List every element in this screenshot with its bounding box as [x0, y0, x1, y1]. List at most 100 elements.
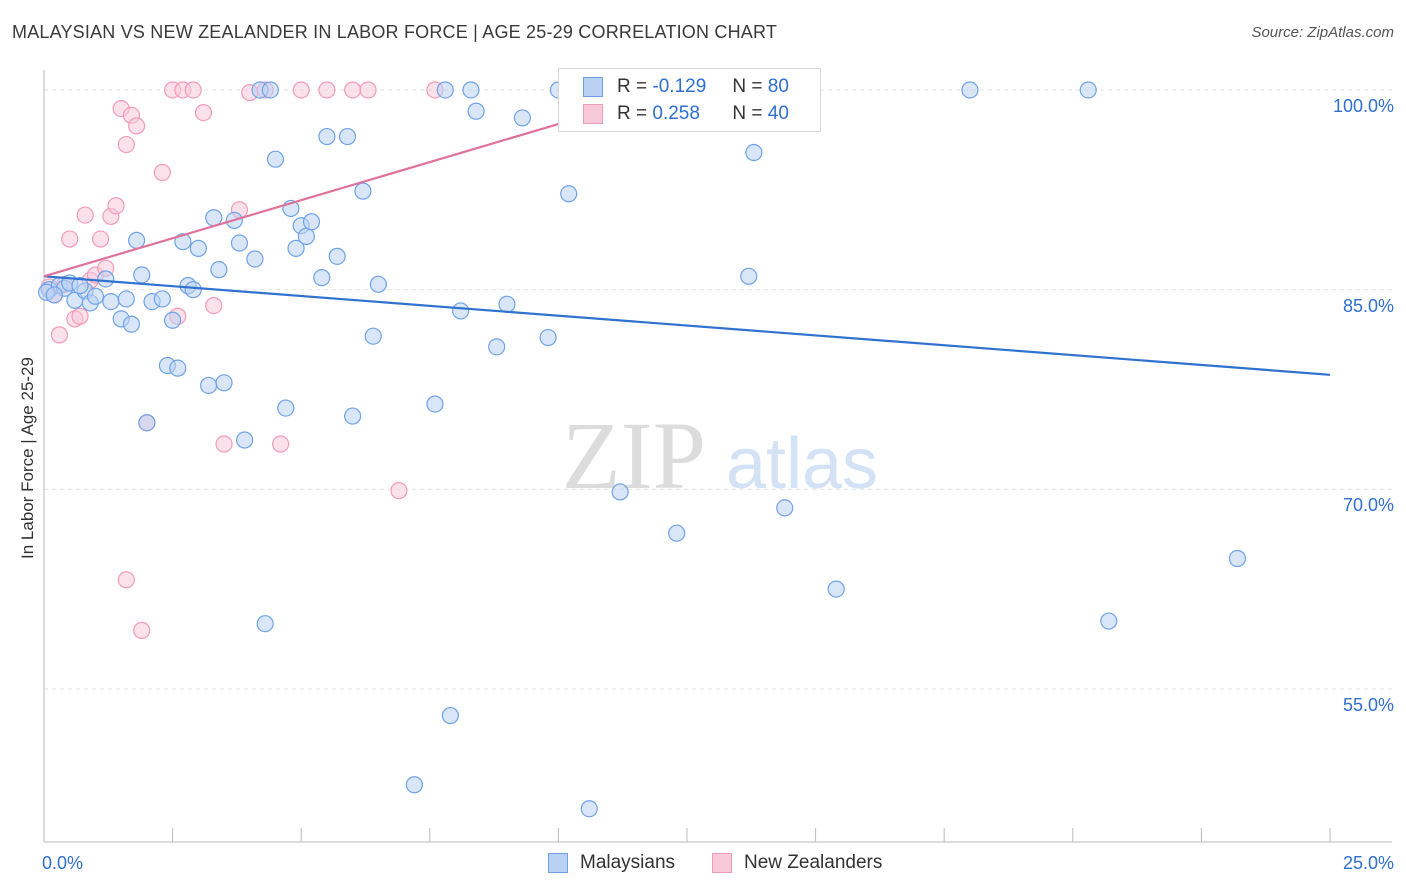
trend-line-malaysians	[43, 275, 1331, 376]
malaysian-point	[261, 81, 279, 99]
new-zealander-point	[61, 230, 79, 248]
malaysian-point	[71, 277, 89, 295]
malaysian-point	[961, 81, 979, 99]
correlation-legend: R = -0.129 N = 80 R = 0.258 N = 40	[558, 68, 821, 132]
malaysian-point	[560, 185, 578, 203]
malaysian-point	[102, 293, 120, 311]
malaysian-point	[462, 81, 480, 99]
legend-n-value: 80	[767, 76, 789, 97]
malaysian-point	[1079, 81, 1097, 99]
malaysian-point	[740, 267, 758, 285]
new-zealander-point	[117, 571, 135, 589]
malaysian-point	[488, 338, 506, 356]
malaysian-point	[302, 213, 321, 231]
malaysian-point	[441, 706, 459, 725]
malaysian-point	[344, 407, 362, 425]
legend-r-label: R =	[617, 76, 648, 97]
new-zealander-point	[107, 197, 125, 215]
new-zealander-point	[50, 326, 69, 344]
legend-row-malaysians: R = -0.129 N = 80	[583, 74, 789, 100]
gridlines	[44, 89, 1392, 690]
malaysian-point	[86, 287, 105, 305]
malaysian-point	[215, 374, 233, 392]
malaysian-point	[277, 399, 295, 417]
malaysian-point	[246, 250, 264, 268]
legend-n-value: 40	[767, 103, 789, 124]
malaysian-point	[45, 286, 63, 304]
y-tick-label: 85.0%	[1342, 295, 1394, 316]
new-zealander-point	[117, 135, 135, 154]
malaysian-point	[498, 295, 516, 313]
legend-n-label: N =	[732, 103, 763, 124]
malaysian-point	[169, 359, 187, 377]
legend-n-label: N =	[732, 76, 763, 97]
legend-r-value: -0.129	[652, 76, 707, 97]
malaysian-point	[467, 102, 485, 120]
malaysian-point	[200, 376, 218, 395]
malaysian-point	[318, 127, 336, 146]
malaysian-point	[153, 290, 171, 308]
malaysian-point	[611, 483, 629, 501]
watermark: ZIP atlas	[562, 402, 878, 509]
legend-swatch-new-zealanders	[712, 853, 732, 873]
legend-item-new-zealanders: New Zealanders	[712, 852, 882, 874]
new-zealander-point	[194, 103, 213, 122]
legend-swatch-new-zealanders	[583, 104, 603, 124]
new-zealander-point	[91, 230, 110, 248]
new-zealander-point	[76, 206, 94, 224]
malaysian-point	[122, 315, 141, 333]
y-tick-label: 55.0%	[1342, 694, 1394, 715]
legend-swatch-malaysians	[583, 77, 603, 97]
malaysian-point	[230, 234, 249, 252]
x-tick-label: 0.0%	[42, 853, 84, 873]
y-tick-label: 100.0%	[1332, 95, 1394, 116]
malaysian-point	[174, 233, 192, 251]
y-axis-label: In Labor Force | Age 25-29	[18, 357, 37, 559]
new-zealander-point	[344, 81, 362, 99]
malaysian-point	[164, 311, 182, 329]
malaysian-point	[328, 247, 346, 265]
malaysian-point	[539, 328, 557, 347]
new-zealander-point	[127, 117, 146, 135]
malaysian-point	[127, 231, 146, 249]
malaysian-point	[1228, 549, 1247, 568]
series-new-zealanders	[40, 81, 609, 639]
malaysian-point	[338, 127, 357, 146]
watermark-zip: ZIP	[562, 402, 706, 509]
malaysian-point	[297, 227, 315, 245]
legend-r-label: R =	[617, 103, 648, 124]
malaysian-point	[354, 182, 372, 200]
new-zealander-point	[153, 163, 171, 182]
malaysian-point	[436, 81, 454, 99]
new-zealander-point	[205, 296, 223, 315]
new-zealander-point	[184, 81, 202, 99]
malaysian-point	[369, 275, 387, 293]
legend-r-value: 0.258	[652, 103, 700, 124]
malaysian-point	[513, 109, 531, 127]
malaysian-point	[236, 431, 254, 449]
new-zealander-point	[359, 81, 377, 99]
malaysian-point	[452, 302, 470, 320]
malaysian-point	[668, 524, 686, 542]
malaysian-point	[117, 290, 135, 308]
new-zealander-point	[215, 435, 233, 453]
malaysian-point	[827, 580, 845, 598]
malaysian-point	[364, 327, 382, 345]
malaysian-point	[97, 270, 115, 288]
malaysian-point	[287, 239, 305, 257]
malaysian-point	[266, 150, 285, 168]
chart-title: MALAYSIAN VS NEW ZEALANDER IN LABOR FORC…	[12, 22, 778, 42]
axes	[43, 70, 1392, 843]
malaysian-point	[426, 395, 444, 413]
legend-label-new-zealanders: New Zealanders	[744, 852, 883, 873]
legend-swatch-malaysians	[548, 853, 568, 873]
new-zealander-point	[318, 81, 336, 99]
new-zealander-point	[133, 621, 151, 639]
malaysian-point	[256, 615, 274, 633]
y-tick-label: 70.0%	[1342, 495, 1394, 516]
malaysian-point	[745, 143, 763, 162]
new-zealander-point	[292, 81, 310, 99]
malaysian-point	[189, 239, 207, 257]
new-zealander-point	[390, 482, 408, 500]
